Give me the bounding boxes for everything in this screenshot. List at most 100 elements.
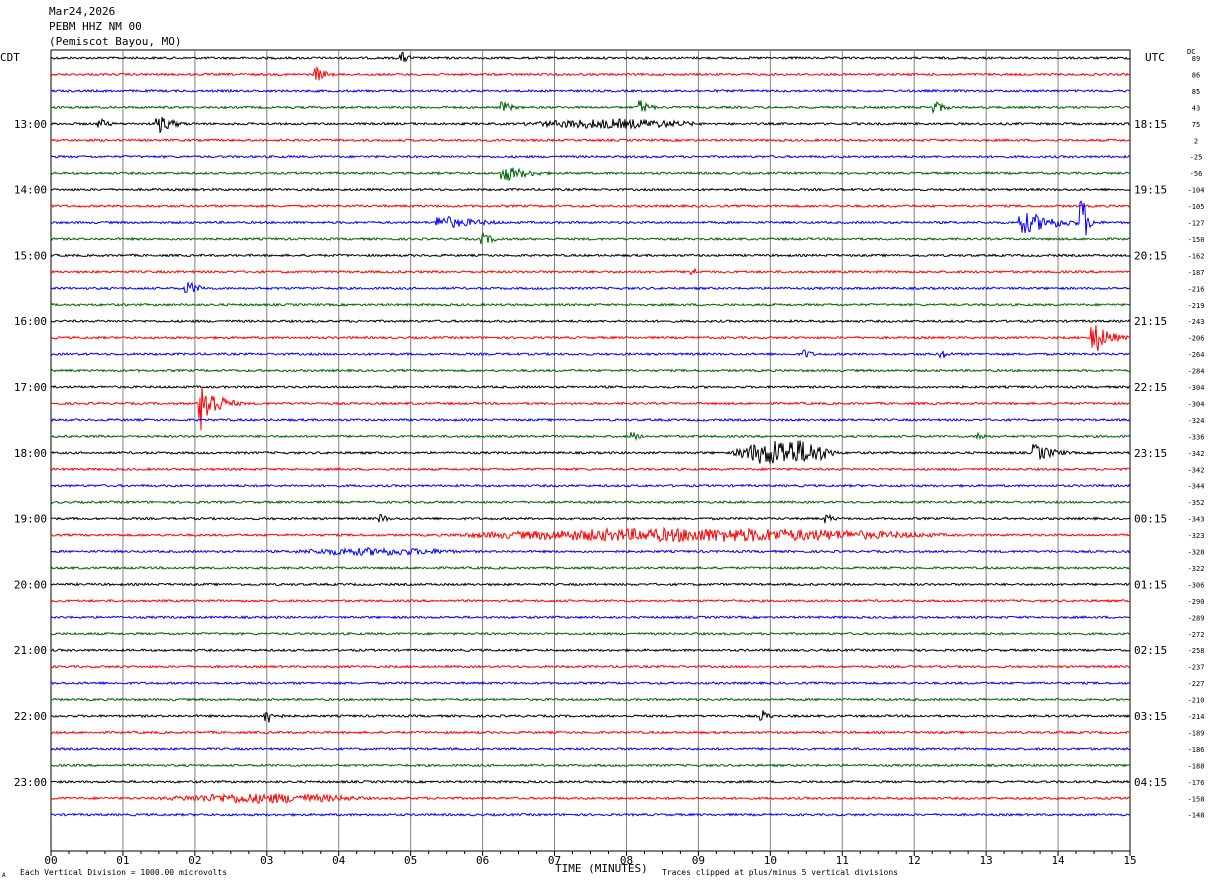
dc-offset-label: -206 xyxy=(1188,335,1205,343)
seismic-trace xyxy=(50,598,1131,603)
clip-note: Traces clipped at plus/minus 5 vertical … xyxy=(662,868,899,877)
seismic-trace xyxy=(50,582,1131,587)
dc-offset-label: -104 xyxy=(1188,187,1205,195)
seismic-trace xyxy=(50,349,1131,360)
x-tick-label: 12 xyxy=(908,854,921,867)
local-hour-label: 14:00 xyxy=(14,184,47,197)
seismic-trace xyxy=(50,138,1131,143)
dc-offset-label: -56 xyxy=(1190,170,1203,178)
x-tick-label: 14 xyxy=(1051,854,1065,867)
seismic-trace xyxy=(50,710,1131,723)
local-hour-label: 18:00 xyxy=(14,447,47,460)
dc-offset-label: -148 xyxy=(1188,812,1205,820)
dc-offset-label: -210 xyxy=(1188,697,1205,705)
dc-offset-label: -352 xyxy=(1188,499,1205,507)
utc-hour-label: 21:15 xyxy=(1134,315,1167,328)
dc-offset-label: -336 xyxy=(1188,433,1205,441)
local-hour-label: 15:00 xyxy=(14,249,47,262)
dc-offset-label: -344 xyxy=(1188,483,1205,491)
seismic-trace xyxy=(50,302,1131,307)
seismic-trace xyxy=(50,267,1131,276)
utc-hour-label: 23:15 xyxy=(1134,447,1167,460)
local-timezone-label: CDT xyxy=(0,51,20,64)
seismic-trace xyxy=(50,88,1131,94)
seismic-trace xyxy=(50,253,1131,258)
dc-offset-label: -150 xyxy=(1188,236,1205,244)
dc-offset-label: -264 xyxy=(1188,351,1205,359)
seismic-trace xyxy=(50,154,1131,159)
utc-hour-label: 19:15 xyxy=(1134,184,1167,197)
seismic-trace xyxy=(50,647,1131,653)
local-hour-label: 13:00 xyxy=(14,118,47,131)
x-tick-label: 15 xyxy=(1123,854,1136,867)
local-hour-label: 17:00 xyxy=(14,381,47,394)
dc-offset-label: -322 xyxy=(1188,565,1205,573)
seismic-trace xyxy=(50,792,1131,804)
utc-timezone-label: UTC xyxy=(1145,51,1165,64)
seismic-trace xyxy=(50,526,1131,543)
corner-mark: A xyxy=(2,872,6,879)
dc-offset-label: -188 xyxy=(1188,762,1205,770)
x-tick-label: 06 xyxy=(476,854,489,867)
x-tick-label: 03 xyxy=(260,854,273,867)
dc-offset-label: 85 xyxy=(1192,88,1200,96)
seismic-trace xyxy=(50,763,1131,768)
seismic-trace xyxy=(50,615,1131,620)
seismic-trace xyxy=(50,812,1131,817)
scale-note: Each Vertical Division = 1000.00 microvo… xyxy=(20,868,228,877)
plot-frame xyxy=(50,49,1131,852)
local-hour-label: 23:00 xyxy=(14,776,47,789)
dc-offset-label: 75 xyxy=(1192,121,1200,129)
dc-offset-label: -105 xyxy=(1188,203,1205,211)
dc-offset-label: -304 xyxy=(1188,400,1205,408)
seismic-trace xyxy=(50,384,1131,390)
seismic-trace xyxy=(50,203,1131,209)
dc-offset-label: -258 xyxy=(1188,647,1205,655)
x-axis-title: TIME (MINUTES) xyxy=(555,862,648,875)
dc-offset-label: -272 xyxy=(1188,631,1205,639)
dc-offset-label: -289 xyxy=(1188,614,1205,622)
dc-offset-label: -216 xyxy=(1188,285,1205,293)
utc-hour-label: 20:15 xyxy=(1134,249,1167,262)
seismic-trace xyxy=(50,318,1131,324)
station-id: PEBM HHZ NM 00 xyxy=(49,20,142,33)
seismic-trace xyxy=(51,431,1131,442)
seismic-trace xyxy=(50,499,1131,505)
seismic-trace xyxy=(51,386,1131,431)
dc-offset-label: 89 xyxy=(1192,55,1200,63)
local-hour-label: 21:00 xyxy=(14,644,47,657)
seismic-trace xyxy=(50,680,1131,686)
x-tick-label: 02 xyxy=(188,854,201,867)
dc-offset-label: -227 xyxy=(1188,680,1205,688)
dc-offset-label: -304 xyxy=(1188,384,1205,392)
dc-offset-label: -214 xyxy=(1188,713,1205,721)
dc-offset-label: -127 xyxy=(1188,220,1205,228)
seismic-trace xyxy=(50,100,1131,115)
local-hour-label: 22:00 xyxy=(14,710,47,723)
seismic-trace xyxy=(50,51,1131,63)
seismic-trace xyxy=(51,513,1131,524)
seismic-trace xyxy=(50,483,1131,488)
seismic-trace xyxy=(50,664,1131,669)
x-tick-label: 10 xyxy=(764,854,777,867)
x-tick-label: 09 xyxy=(692,854,705,867)
utc-hour-label: 04:15 xyxy=(1134,776,1167,789)
seismic-trace xyxy=(50,200,1131,236)
seismic-trace xyxy=(50,281,1131,293)
seismic-trace xyxy=(50,746,1131,752)
dc-offset-label: -176 xyxy=(1188,779,1205,787)
utc-hour-label: 01:15 xyxy=(1134,578,1167,591)
dc-offset-label: -237 xyxy=(1188,664,1205,672)
x-tick-label: 13 xyxy=(980,854,993,867)
seismic-trace xyxy=(50,417,1131,423)
seismic-trace xyxy=(50,631,1131,636)
dc-offset-label: -342 xyxy=(1188,450,1205,458)
utc-hour-label: 03:15 xyxy=(1134,710,1167,723)
seismic-trace xyxy=(50,546,1131,557)
seismic-trace xyxy=(50,565,1131,571)
dc-offset-label: -186 xyxy=(1188,746,1205,754)
utc-hour-label: 18:15 xyxy=(1134,118,1167,131)
seismic-trace xyxy=(50,167,1131,182)
x-tick-label: 07 xyxy=(548,854,561,867)
